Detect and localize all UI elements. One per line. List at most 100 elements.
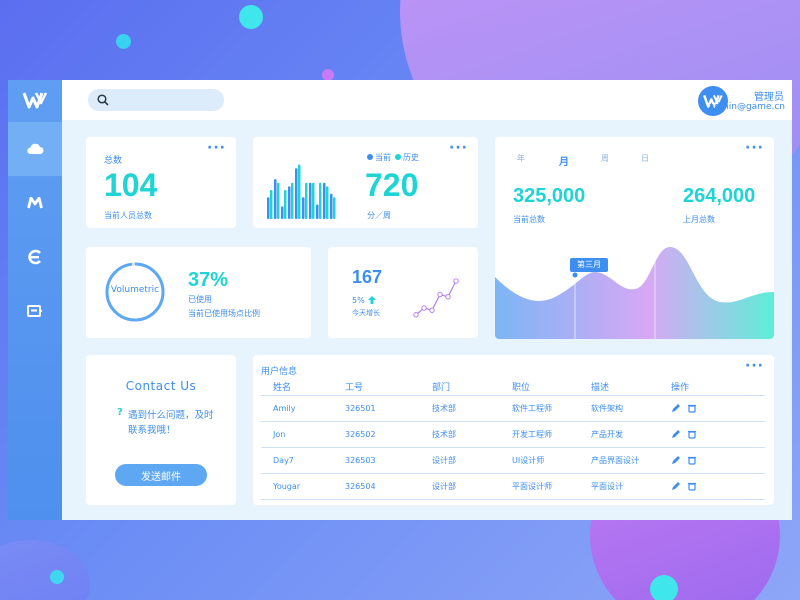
edit-icon[interactable] xyxy=(671,455,681,465)
w-logo-icon xyxy=(22,92,48,109)
weekly-bar-chart xyxy=(267,164,336,219)
edit-icon[interactable] xyxy=(671,429,681,439)
table-row[interactable]: Day7 326503 设计部 UI设计师 产品界面设计 xyxy=(261,447,765,474)
search-input[interactable] xyxy=(88,89,224,111)
background-dot xyxy=(50,570,64,584)
column-header: 部门 xyxy=(432,379,512,396)
send-email-button[interactable]: 发送邮件 xyxy=(115,464,207,486)
sidebar-item-e[interactable] xyxy=(8,230,62,284)
table-cell: UI设计师 xyxy=(512,447,591,474)
delete-icon[interactable] xyxy=(687,429,697,439)
total-subtitle: 当前人员总数 xyxy=(104,211,152,220)
bar-history xyxy=(284,190,287,219)
tab-period[interactable]: 年 xyxy=(517,154,525,163)
top-bar: 管理员 admin@game.cn xyxy=(62,80,792,120)
question-icon: ? xyxy=(117,407,123,418)
legend-current-label: 当前 xyxy=(375,153,391,162)
more-icon[interactable]: ··· xyxy=(745,358,764,374)
last-month-label: 上月总数 xyxy=(683,215,715,224)
table-cell: 产品开发 xyxy=(591,421,671,448)
table-row[interactable]: Jon 326502 技术部 开发工程师 产品开发 xyxy=(261,421,765,448)
bar-history xyxy=(319,182,322,219)
edit-icon[interactable] xyxy=(671,481,681,491)
more-icon[interactable]: ··· xyxy=(745,140,764,156)
column-header: 姓名 xyxy=(261,379,345,396)
table-cell: 技术部 xyxy=(432,421,512,448)
total-card: ··· 总数 104 当前人员总数 xyxy=(86,137,236,228)
table-actions xyxy=(671,395,765,422)
table-cell: 产品界面设计 xyxy=(591,447,671,474)
total-title: 总数 xyxy=(104,156,123,166)
w-logo-icon xyxy=(703,94,723,108)
bar-current xyxy=(302,197,305,219)
total-value: 104 xyxy=(104,167,158,203)
table-cell: Day7 xyxy=(261,447,345,474)
user-info-title: 用户信息 xyxy=(261,367,298,377)
more-icon[interactable]: ··· xyxy=(207,140,226,156)
app-logo[interactable] xyxy=(8,80,62,120)
area-fill xyxy=(495,247,774,339)
bar-current xyxy=(267,197,270,219)
bar-current xyxy=(281,206,284,219)
table-cell: Amily xyxy=(261,395,345,422)
delete-icon[interactable] xyxy=(687,455,697,465)
user-name: 管理员 xyxy=(754,92,784,103)
growth-point xyxy=(429,307,435,313)
bar-history xyxy=(326,186,329,219)
contact-line2: 联系我哦！ xyxy=(128,425,176,436)
volumetric-card: Volumetric 37% 已使用 当前已使用场点比例 xyxy=(86,247,311,338)
table-cell: 设计部 xyxy=(432,447,512,474)
table-cell: Jon xyxy=(261,421,345,448)
bar-history xyxy=(277,182,280,219)
user-table: 姓名 工号 部门 职位 描述 操作 Amily 326501 技术部 软件工程师 软件架构 Jon 3… xyxy=(261,379,765,500)
current-total-value: 325,000 xyxy=(513,185,586,207)
table-cell: 设计部 xyxy=(432,473,512,500)
growth-point xyxy=(437,291,443,298)
sidebar-item-card[interactable] xyxy=(8,284,62,338)
table-cell: 平面设计 xyxy=(591,473,671,500)
table-cell: Yougar xyxy=(261,473,345,500)
growth-point xyxy=(413,312,419,318)
volumetric-ring xyxy=(105,262,165,322)
tab-period[interactable]: 月 xyxy=(559,157,569,168)
table-row[interactable]: Yougar 326504 设计部 平面设计师 平面设计 xyxy=(261,473,765,500)
volumetric-percent: 37% xyxy=(188,269,229,291)
growth-point xyxy=(453,278,459,284)
volumetric-used: 已使用 xyxy=(188,295,212,304)
legend-current-swatch xyxy=(367,154,373,160)
sidebar-item-cloud[interactable] xyxy=(8,122,62,176)
bar-history xyxy=(291,182,294,219)
area-point[interactable] xyxy=(572,272,578,278)
today-growth: 5% xyxy=(352,296,365,305)
delete-icon[interactable] xyxy=(687,403,697,413)
search-icon[interactable] xyxy=(97,94,109,106)
bar-history xyxy=(312,182,315,219)
avatar[interactable] xyxy=(698,86,728,116)
weekly-subtitle: 分／周 xyxy=(367,211,391,220)
today-subtitle: 今天增长 xyxy=(352,309,380,317)
table-cell: 326502 xyxy=(345,421,432,448)
today-growth-card: 167 5% 今天增长 xyxy=(328,247,478,338)
bar-current xyxy=(309,182,312,219)
today-line-chart xyxy=(413,278,459,318)
table-cell: 软件架构 xyxy=(591,395,671,422)
sidebar-item-m[interactable] xyxy=(8,176,62,230)
delete-icon[interactable] xyxy=(687,481,697,491)
table-row[interactable]: Amily 326501 技术部 软件工程师 软件架构 xyxy=(261,395,765,422)
tab-period[interactable]: 周 xyxy=(601,154,609,163)
more-icon[interactable]: ··· xyxy=(449,140,468,156)
table-actions xyxy=(671,473,765,500)
contact-card: Contact Us ? 遇到什么问题，及时 联系我哦！ 发送邮件 xyxy=(86,355,236,505)
background-blob xyxy=(0,540,90,600)
edit-icon[interactable] xyxy=(671,403,681,413)
growth-point xyxy=(421,305,427,311)
tab-period[interactable]: 日 xyxy=(641,154,649,163)
contact-title: Contact Us xyxy=(125,379,197,393)
table-cell: 软件工程师 xyxy=(512,395,591,422)
today-value: 167 xyxy=(352,267,383,287)
table-cell: 326501 xyxy=(345,395,432,422)
bar-history xyxy=(305,182,308,219)
table-cell: 平面设计师 xyxy=(512,473,591,500)
growth-point xyxy=(445,294,451,300)
weekly-value: 720 xyxy=(365,167,419,203)
